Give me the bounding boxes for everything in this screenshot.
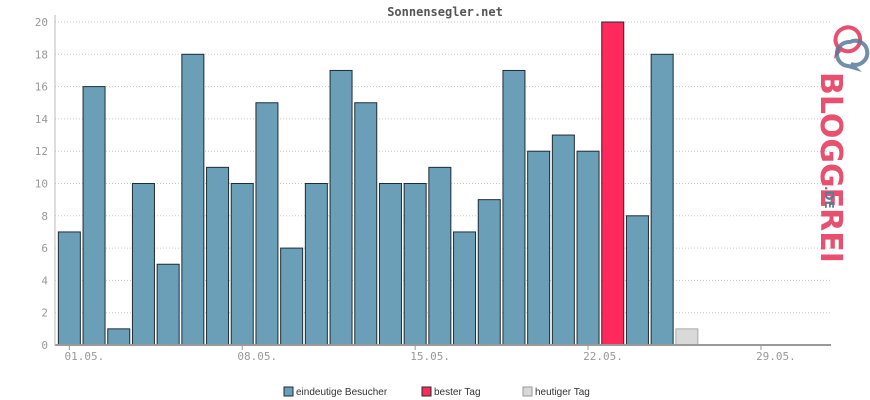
- bar: [354, 102, 378, 346]
- y-tick-label: 6: [41, 242, 48, 255]
- bar: [650, 53, 674, 346]
- chart-title: Sonnensegler.net: [387, 5, 503, 19]
- bar: [625, 215, 649, 346]
- x-tick-label: 08.05.: [237, 350, 277, 363]
- y-tick-label: 14: [35, 113, 49, 126]
- brand-name: BLOGGEREI: [813, 72, 848, 263]
- bar: [82, 86, 106, 346]
- bars: [57, 21, 699, 346]
- bar: [378, 183, 402, 346]
- bar: [304, 183, 328, 346]
- y-tick-label: 10: [35, 178, 48, 191]
- x-axis-ticks: 01.05. 08.05. 15.05. 22.05. 29.05.: [64, 345, 796, 363]
- x-tick-label: 22.05.: [583, 350, 623, 363]
- bar: [675, 328, 699, 346]
- bar: [403, 183, 427, 346]
- y-tick-label: 8: [41, 210, 48, 223]
- y-tick-label: 12: [35, 145, 48, 158]
- bar: [477, 199, 501, 346]
- x-tick-label: 01.05.: [64, 350, 104, 363]
- legend-swatch: [421, 386, 432, 397]
- bar: [206, 166, 230, 346]
- x-tick-label: 29.05.: [756, 350, 796, 363]
- y-tick-label: 20: [35, 16, 48, 29]
- y-axis-ticks: 0 2 4 6 8 10 12 14 16 18 20: [35, 16, 49, 352]
- y-tick-label: 0: [41, 339, 48, 352]
- bar: [255, 102, 279, 346]
- y-tick-label: 2: [41, 307, 48, 320]
- bar: [131, 183, 155, 346]
- bar: [156, 263, 180, 346]
- bar: [551, 134, 575, 346]
- legend-label: bester Tag: [434, 387, 481, 398]
- bar: [57, 231, 81, 346]
- y-tick-label: 18: [35, 48, 48, 61]
- bar: [576, 150, 600, 346]
- speech-bubbles-icon: [833, 25, 870, 73]
- x-tick-label: 15.05.: [410, 350, 450, 363]
- bar: [453, 231, 477, 346]
- bar: [280, 247, 304, 346]
- legend-label: eindeutige Besucher: [296, 387, 388, 398]
- legend-swatch: [522, 386, 533, 397]
- bar: [107, 328, 131, 346]
- legend-swatch: [283, 386, 294, 397]
- bar: [502, 69, 526, 346]
- legend: eindeutige Besucher bester Tag heutiger Ta…: [283, 386, 590, 398]
- bar: [181, 53, 205, 346]
- bar: [601, 21, 625, 346]
- bar: [329, 69, 353, 346]
- bar: [527, 150, 551, 346]
- y-tick-label: 16: [35, 81, 48, 94]
- bar: [428, 166, 452, 346]
- legend-label: heutiger Tag: [535, 387, 590, 398]
- brand-suffix: .DE: [822, 186, 836, 209]
- y-tick-label: 4: [41, 274, 48, 287]
- bar: [230, 183, 254, 346]
- brand-logo: BLOGGEREI .DE: [813, 25, 870, 263]
